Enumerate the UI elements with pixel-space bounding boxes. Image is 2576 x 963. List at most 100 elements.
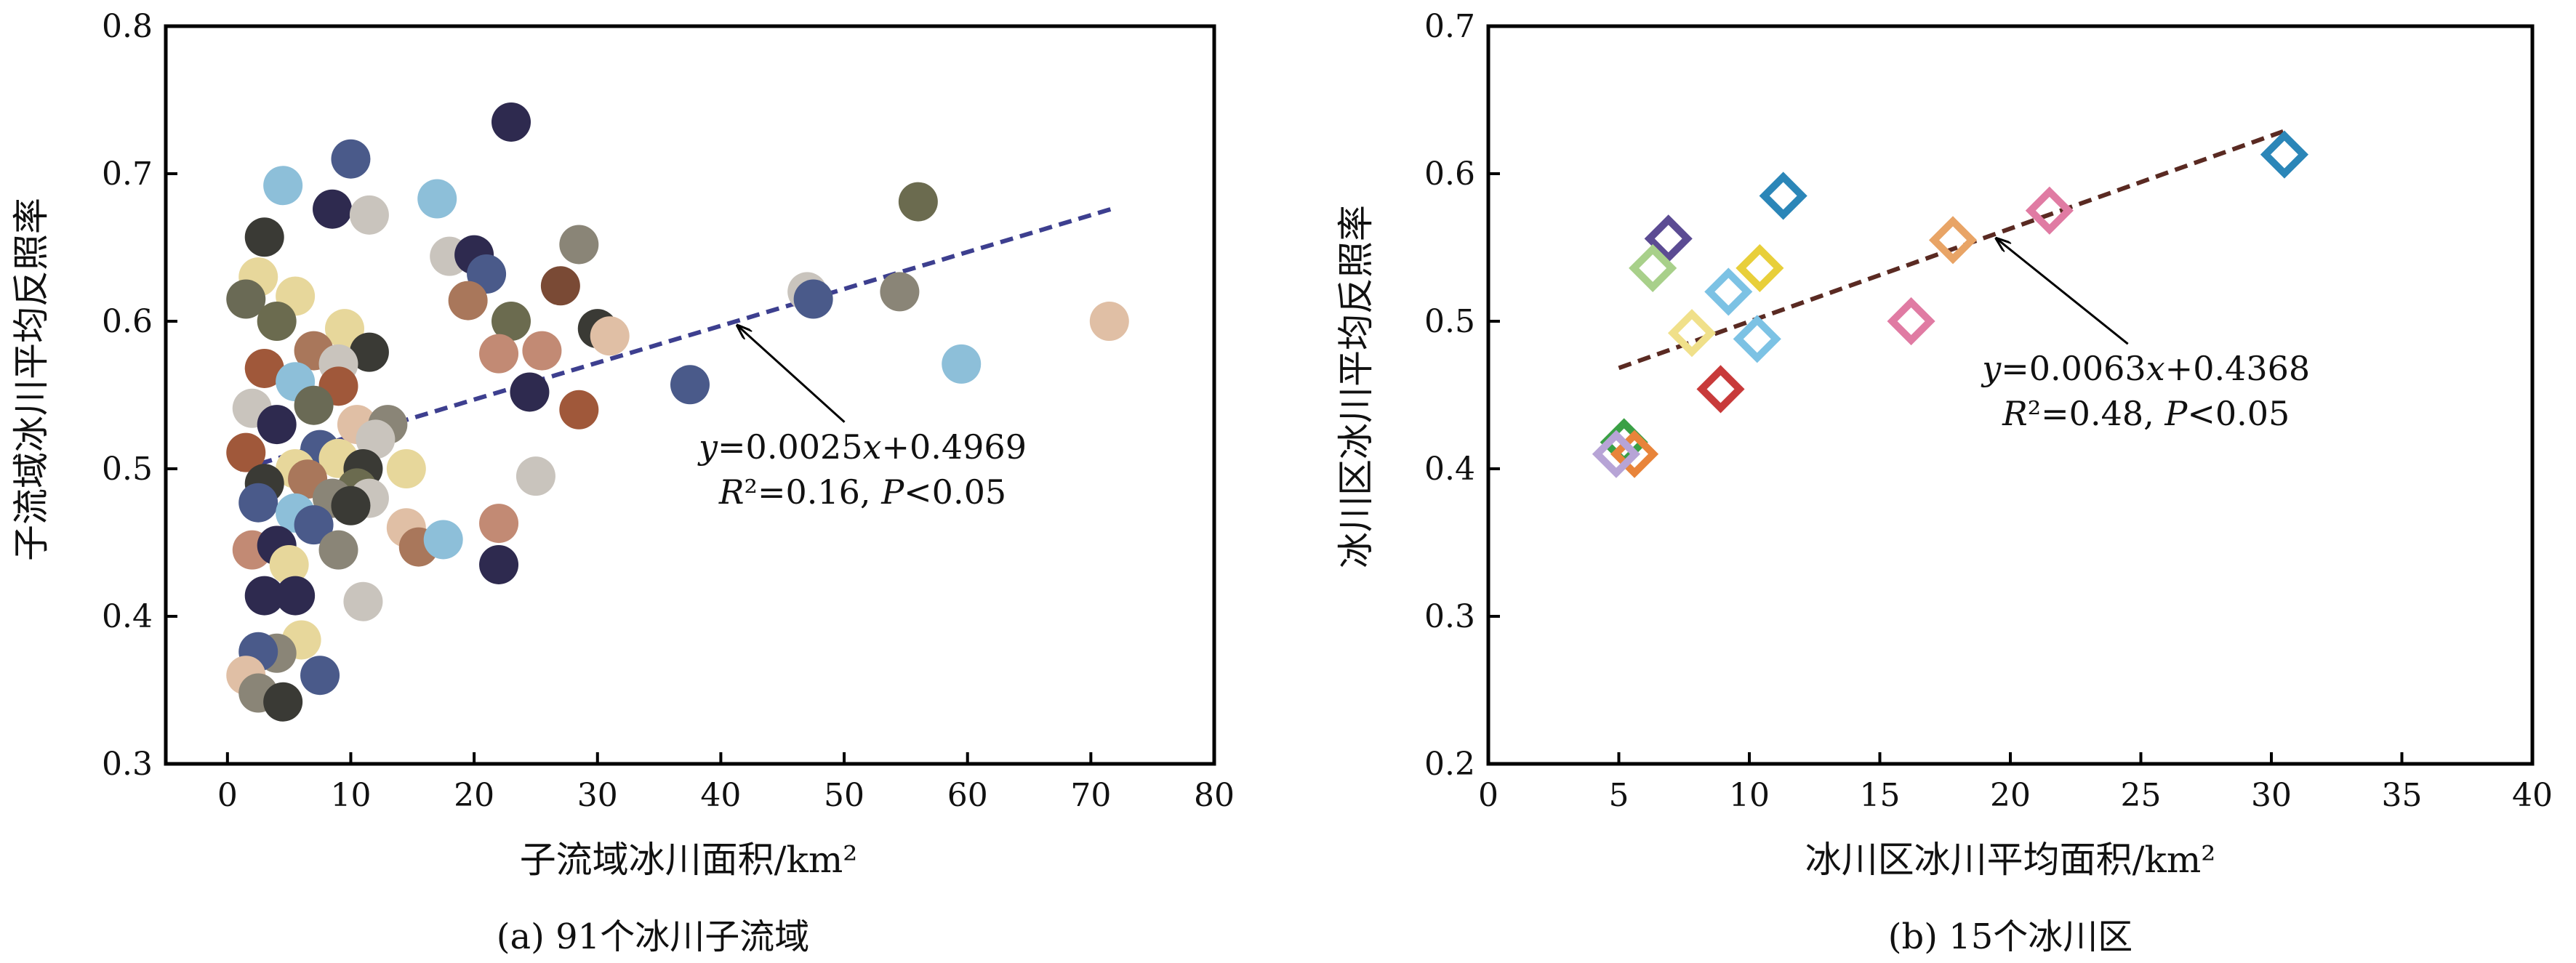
x-tick-label: 0: [1478, 777, 1498, 814]
y-tick-label: 0.3: [1424, 598, 1475, 635]
data-point: [423, 520, 463, 560]
x-tick-label: 50: [824, 777, 864, 814]
x-tick-label: 35: [2382, 777, 2423, 814]
data-point: [479, 334, 519, 374]
data-point: [386, 449, 426, 488]
panel-b-ylabel: 冰川区冰川平均反照率: [1335, 205, 1377, 568]
data-point: [491, 302, 531, 341]
x-tick-label: 20: [1990, 777, 2031, 814]
x-tick-label: 40: [2512, 777, 2553, 814]
data-point: [294, 385, 334, 425]
data-point: [793, 279, 833, 319]
data-point: [313, 189, 353, 229]
x-tick-label: 0: [217, 777, 238, 814]
data-point: [294, 505, 334, 545]
y-tick-label: 0.7: [102, 156, 153, 193]
panel-b-xlabel: 冰川区冰川平均面积/km²: [1805, 839, 2216, 881]
panel-b: 冰川区冰川平均反照率 0 5 10 15 20 25 30 35 40 0.2 0.3 0.4 0.5 0…: [1335, 8, 2553, 957]
data-point: [540, 266, 580, 306]
data-point: [257, 302, 297, 341]
data-point: [1887, 297, 1935, 346]
data-point: [2025, 186, 2074, 235]
panel-b-fit-stats: R²=0.48, P<0.05: [2002, 394, 2290, 433]
x-tick-label: 20: [454, 777, 494, 814]
panel-a: 子流域冰川平均反照率 0 10 20 30 40 50 60 70 80 0.3 0.4 0.5 0.6…: [10, 8, 1235, 957]
data-point: [276, 576, 316, 616]
data-point: [244, 217, 284, 257]
data-point: [510, 372, 550, 412]
data-point: [238, 483, 278, 523]
y-tick-label: 0.6: [102, 303, 153, 340]
x-tick-label: 15: [1860, 777, 1901, 814]
data-point: [349, 195, 389, 235]
y-tick-label: 0.2: [1424, 746, 1475, 783]
x-tick-label: 60: [947, 777, 988, 814]
data-point: [2260, 130, 2309, 179]
data-point: [244, 348, 284, 388]
data-point: [318, 530, 358, 570]
data-point: [1592, 430, 1640, 478]
data-point: [263, 166, 303, 206]
data-point: [1089, 302, 1129, 341]
y-tick-label: 0.4: [1424, 451, 1475, 488]
data-point: [559, 225, 599, 265]
data-point: [1667, 309, 1717, 358]
data-point: [349, 332, 389, 372]
x-tick-label: 40: [700, 777, 741, 814]
data-point: [244, 576, 284, 616]
panel-a-plot-frame: [164, 24, 1216, 766]
data-point: [1733, 315, 1781, 363]
data-point: [590, 316, 630, 356]
data-point: [226, 279, 266, 319]
panel-a-fit-equation: y=0.0025x+0.4969: [697, 427, 1027, 467]
panel-b-fit-line: [1618, 129, 2285, 371]
data-point: [331, 139, 371, 179]
x-tick-label: 10: [1729, 777, 1770, 814]
data-point: [1759, 172, 1807, 220]
data-point: [942, 344, 982, 384]
data-point: [417, 179, 457, 219]
x-tick-label: 30: [577, 777, 618, 814]
y-tick-label: 0.4: [102, 598, 153, 635]
data-point: [257, 405, 297, 445]
data-point: [331, 485, 371, 525]
panel-a-annotation-arrow: [737, 326, 846, 423]
x-tick-label: 10: [330, 777, 371, 814]
panel-a-caption: (a) 91个冰川子流域: [497, 916, 809, 957]
data-point: [226, 432, 266, 472]
data-point: [1928, 216, 1978, 265]
data-point: [670, 365, 710, 405]
data-point: [1644, 214, 1693, 263]
data-point: [491, 102, 531, 142]
x-tick-label: 30: [2251, 777, 2292, 814]
panel-b-fit-equation: y=0.0063x+0.4368: [1981, 349, 2310, 388]
data-point: [1629, 243, 1677, 292]
data-point: [880, 272, 920, 312]
y-tick-label: 0.5: [1424, 303, 1475, 340]
x-tick-label: 80: [1194, 777, 1235, 814]
data-point: [356, 419, 396, 459]
data-point: [515, 456, 555, 496]
y-tick-label: 0.3: [102, 746, 153, 783]
data-point: [1610, 430, 1659, 478]
data-point: [479, 544, 519, 584]
panel-b-annotation-arrow: [1997, 238, 2129, 345]
data-point: [343, 581, 383, 621]
x-tick-label: 5: [1609, 777, 1629, 814]
data-point: [1704, 267, 1753, 316]
data-point: [1736, 243, 1784, 292]
data-point: [559, 390, 599, 430]
y-tick-label: 0.8: [102, 8, 153, 45]
data-point: [1696, 365, 1745, 414]
y-tick-label: 0.6: [1424, 156, 1475, 193]
y-tick-label: 0.7: [1424, 8, 1475, 45]
data-point: [324, 309, 364, 349]
panel-b-caption: (b) 15个冰川区: [1888, 916, 2133, 957]
panel-a-xlabel: 子流域冰川面积/km²: [520, 839, 858, 881]
data-point: [522, 331, 562, 371]
x-tick-label: 25: [2121, 777, 2162, 814]
y-tick-label: 0.5: [102, 451, 153, 488]
data-point: [269, 544, 309, 584]
data-point: [479, 504, 519, 544]
